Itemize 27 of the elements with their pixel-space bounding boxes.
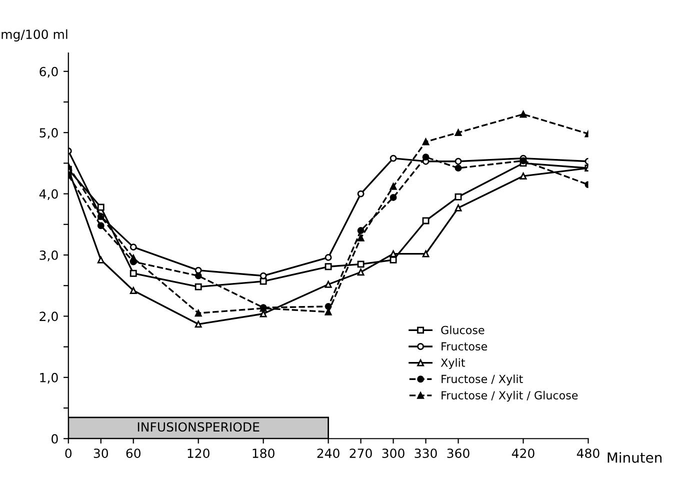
x-tick-label: 240: [317, 448, 340, 458]
legend-label: Fructose: [442, 342, 488, 351]
y-axis-title: mg/100 ml: [2, 29, 68, 42]
x-tick-label: 180: [252, 448, 274, 458]
y-tick-label: 4,0: [39, 189, 58, 200]
x-tick-label: 360: [447, 448, 470, 458]
y-tick-label: 0: [52, 434, 58, 444]
y-tick-label: 1,0: [40, 372, 58, 384]
x-tick-label: 120: [188, 448, 210, 458]
x-tick-label: 330: [414, 448, 437, 458]
x-tick-label: 270: [350, 448, 372, 458]
y-tick-label: 3,0: [40, 250, 58, 262]
y-tick-label: 6,0: [40, 66, 58, 78]
x-tick-label: 480: [576, 448, 600, 458]
y-tick-label: 2,0: [40, 312, 58, 322]
legend-label: Glucose: [441, 326, 484, 334]
legend-label: Xylit: [440, 358, 466, 370]
x-axis-title: Minuten: [608, 452, 662, 463]
legend-label: Fructose / Xylit: [442, 374, 523, 386]
x-tick-label: 0: [65, 448, 72, 458]
x-tick-label: 300: [382, 448, 404, 458]
x-tick-label: 420: [512, 448, 534, 458]
y-tick-label: 5,0: [40, 128, 58, 139]
x-tick-label: 60: [126, 448, 141, 458]
x-tick-label: 30: [94, 448, 108, 458]
band-label: INFUSIONSPERIODE: [138, 422, 260, 432]
legend-label: Fructose / Xylit / Glucose: [442, 390, 578, 402]
